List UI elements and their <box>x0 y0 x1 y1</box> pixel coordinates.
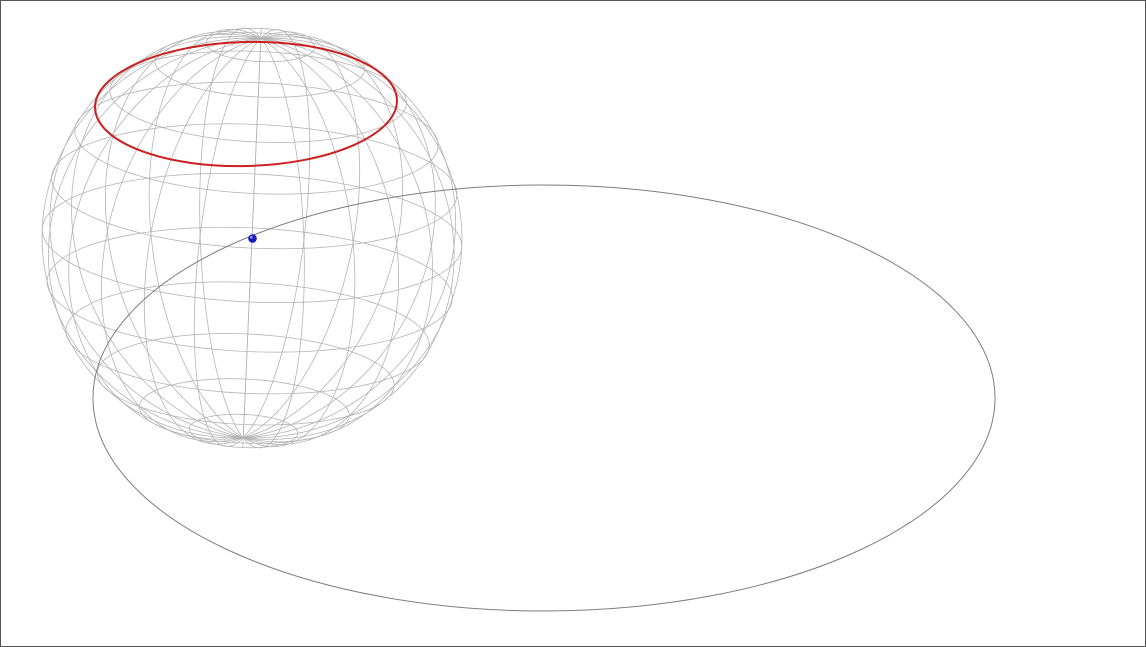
sphere-meridian <box>243 31 361 439</box>
sphere-meridian <box>143 37 261 445</box>
sphere-meridian <box>243 37 356 447</box>
sphere-meridian <box>49 36 261 439</box>
sphere-meridian <box>242 29 311 439</box>
sphere-meridian <box>71 33 261 439</box>
highlight-circle <box>94 40 398 168</box>
sphere-meridian <box>148 29 261 439</box>
sphere-meridian <box>193 37 262 447</box>
sphere-meridian <box>104 31 261 439</box>
sphere-wireframe <box>41 27 463 449</box>
sphere-meridian <box>243 37 455 440</box>
sphere-meridian <box>243 37 400 445</box>
sphere-meridian <box>48 37 261 439</box>
sphere-meridian <box>242 37 305 449</box>
sphere-meridian <box>101 37 261 442</box>
sphere-meridian <box>243 37 433 443</box>
point-marker[interactable] <box>248 234 257 243</box>
sphere-meridian <box>243 37 456 439</box>
sphere-meridian <box>199 27 262 439</box>
orbit-point[interactable] <box>248 234 257 243</box>
sphere-meridian <box>243 36 436 439</box>
sphere-meridian <box>242 28 262 438</box>
orbit-ellipse <box>92 184 996 612</box>
point-highlight <box>250 235 253 239</box>
sphere-meridian <box>243 34 403 439</box>
sphere-meridian <box>68 37 261 440</box>
